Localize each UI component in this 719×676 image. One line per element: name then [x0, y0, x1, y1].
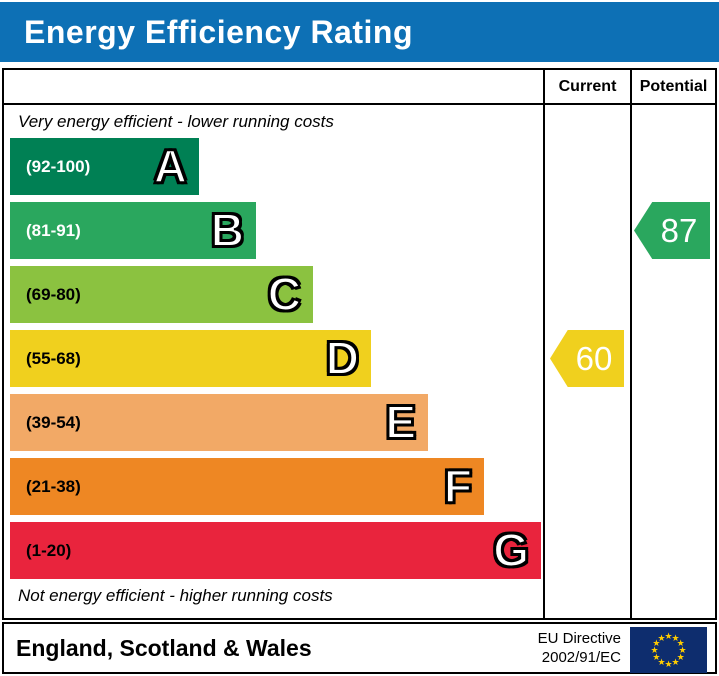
band-range-label: (1-20): [26, 540, 72, 560]
rating-band-bar: (92-100) A: [10, 138, 199, 195]
eu-flag-star: ★: [676, 638, 685, 648]
footer-bar: England, Scotland & Wales EU Directive 2…: [2, 622, 717, 674]
rating-band-bar: (39-54) E: [10, 394, 428, 451]
rating-band-bar: (1-20) G: [10, 522, 541, 579]
band-letter-label: E: [384, 395, 417, 449]
eu-flag-icon: ★ ★ ★ ★ ★ ★ ★ ★ ★ ★ ★ ★: [630, 627, 707, 673]
rating-table: Current Potential Very energy efficient …: [2, 68, 717, 620]
rating-band-bar: (55-68) D: [10, 330, 371, 387]
rating-band-bar: (81-91) B: [10, 202, 256, 259]
top-note: Very energy efficient - lower running co…: [18, 112, 334, 131]
column-header-current: Current: [558, 77, 617, 95]
page-title: Energy Efficiency Rating: [24, 13, 413, 50]
rating-band-row: (92-100) A: [10, 138, 543, 195]
band-letter-label: A: [153, 139, 188, 193]
eu-flag-star: ★: [650, 645, 659, 655]
band-letter-label: B: [210, 203, 245, 257]
rating-band-row: (1-20) G: [10, 522, 543, 579]
band-letter-label: G: [492, 523, 530, 577]
potential-rating-arrow: 87: [634, 202, 710, 259]
current-rating-arrow: 60: [550, 330, 624, 387]
eu-directive-line1: EU Directive: [537, 630, 621, 647]
rating-bands: (92-100) A (81-91) B (69-80) C (55-68) D…: [10, 138, 543, 586]
rating-band-row: (81-91) B: [10, 202, 543, 259]
rating-band-row: (69-80) C: [10, 266, 543, 323]
band-range-label: (69-80): [26, 284, 81, 304]
eu-flag-star: ★: [652, 638, 661, 648]
band-letter-label: D: [325, 331, 360, 385]
band-letter-label: C: [267, 267, 302, 321]
column-divider-potential: [630, 70, 632, 618]
eu-flag-star: ★: [664, 631, 673, 641]
eu-flag-star: ★: [652, 652, 661, 662]
current-rating-value: 60: [575, 339, 613, 377]
column-divider-current: [543, 70, 545, 618]
band-range-label: (81-91): [26, 220, 81, 240]
band-range-label: (21-38): [26, 476, 81, 496]
region-label: England, Scotland & Wales: [16, 634, 312, 661]
rating-band-row: (39-54) E: [10, 394, 543, 451]
column-header-potential: Potential: [639, 77, 708, 95]
header-row-divider: [4, 103, 715, 105]
eu-flag-star: ★: [664, 659, 673, 669]
band-range-label: (39-54): [26, 412, 81, 432]
rating-band-row: (55-68) D: [10, 330, 543, 387]
eu-flag-star: ★: [678, 645, 687, 655]
bottom-note: Not energy efficient - higher running co…: [18, 586, 333, 605]
rating-band-bar: (21-38) F: [10, 458, 484, 515]
rating-band-bar: (69-80) C: [10, 266, 313, 323]
eu-flag-star: ★: [676, 652, 685, 662]
eu-flag-star: ★: [671, 657, 680, 668]
eu-flag-star: ★: [657, 657, 666, 668]
title-bar: Energy Efficiency Rating: [0, 2, 719, 62]
eu-directive-line2: 2002/91/EC: [541, 649, 621, 666]
band-range-label: (55-68): [26, 348, 81, 368]
potential-rating-value: 87: [660, 211, 698, 249]
eu-flag-star: ★: [657, 632, 666, 643]
band-letter-label: F: [443, 459, 473, 513]
eu-directive-label: EU Directive 2002/91/EC: [538, 624, 621, 672]
band-range-label: (92-100): [26, 156, 91, 176]
eu-flag-star: ★: [671, 632, 680, 643]
rating-band-row: (21-38) F: [10, 458, 543, 515]
